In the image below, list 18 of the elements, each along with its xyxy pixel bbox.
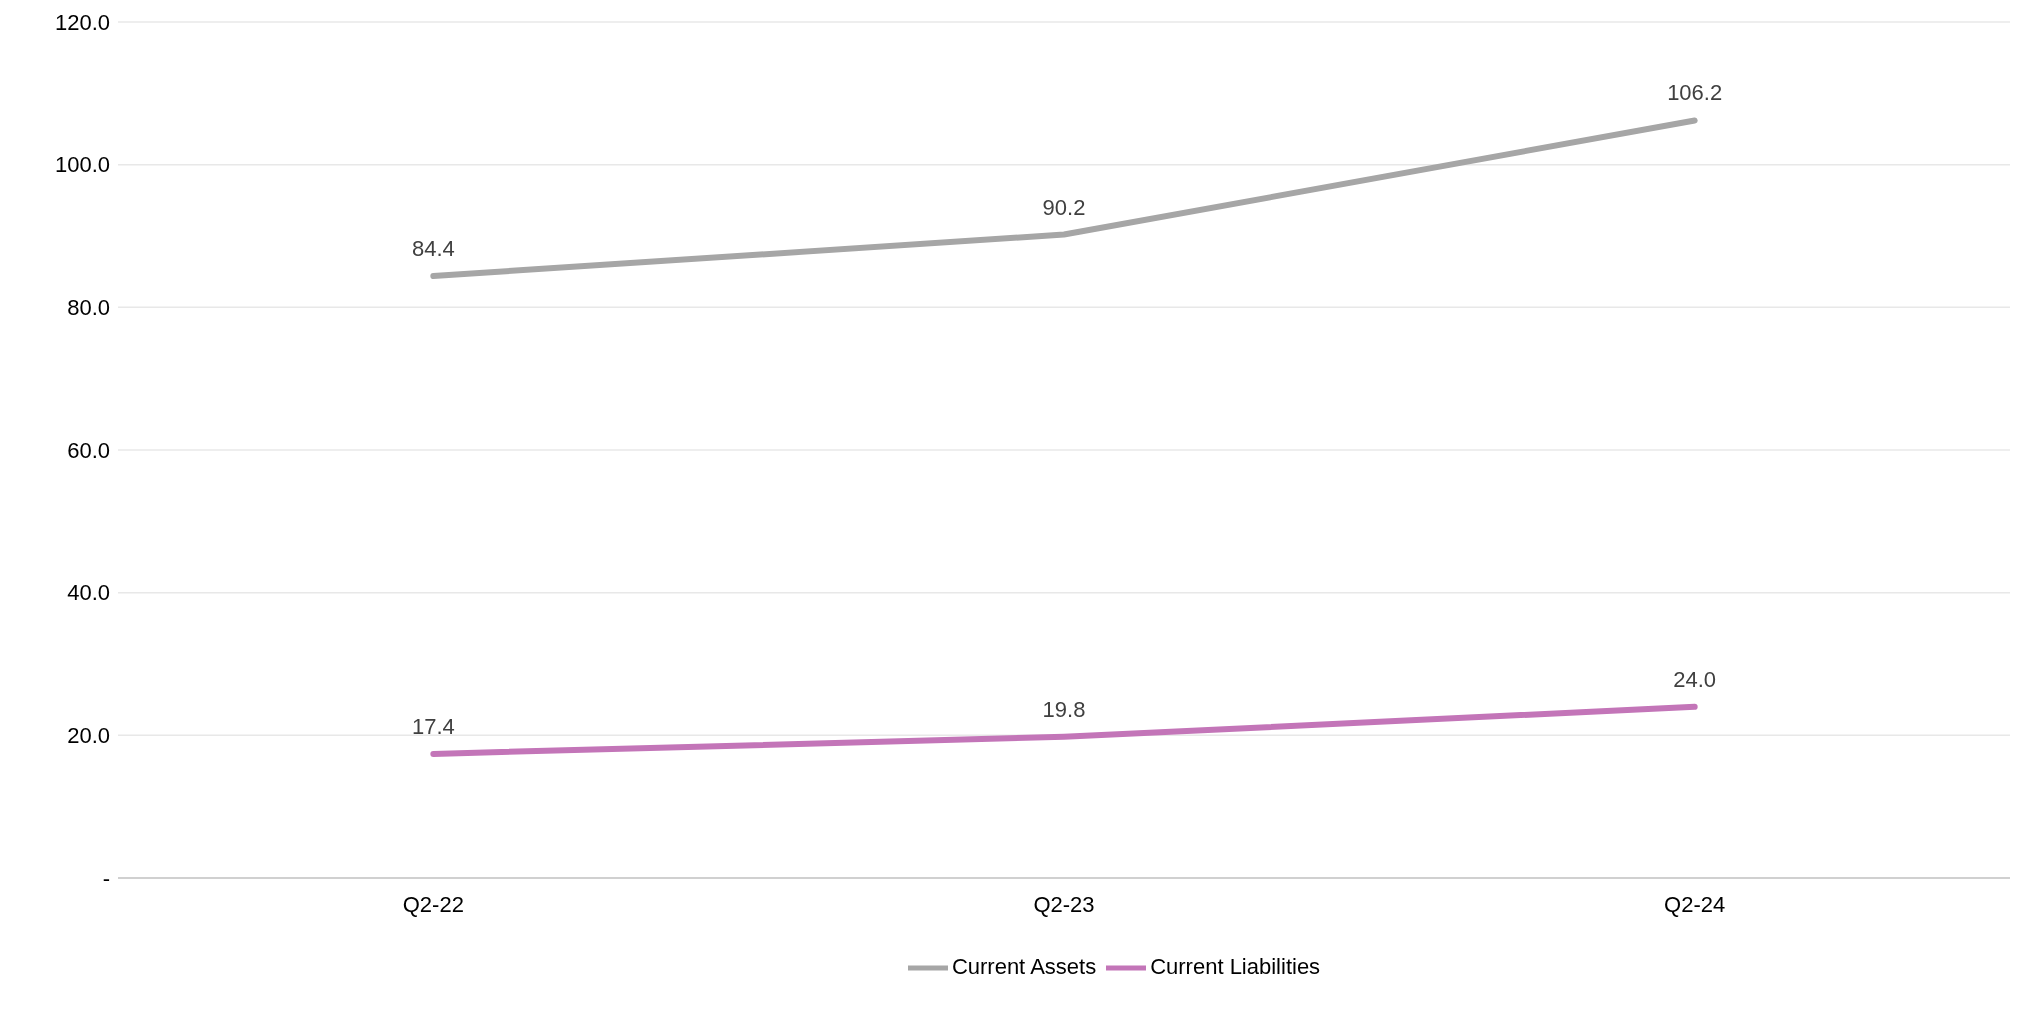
y-tick-label: 40.0 (67, 580, 110, 606)
x-tick-label: Q2-24 (1664, 891, 1726, 917)
data-label: 84.4 (411, 235, 455, 261)
legend-label: Current Liabilities (1150, 953, 1321, 979)
data-label: 19.8 (1042, 696, 1086, 722)
y-tick-label: 60.0 (67, 437, 110, 463)
data-label: 106.2 (1667, 80, 1723, 106)
y-tick-label: 20.0 (67, 723, 110, 749)
y-tick-label: 100.0 (54, 152, 110, 178)
data-label: 24.0 (1673, 666, 1717, 692)
y-tick-label: 80.0 (67, 295, 110, 321)
y-tick-label: 120.0 (54, 9, 110, 35)
data-label: 90.2 (1042, 194, 1086, 220)
legend-label: Current Assets (951, 953, 1097, 979)
data-label: 17.4 (411, 713, 455, 739)
x-tick-label: Q2-23 (1033, 891, 1095, 917)
y-tick-label: - (102, 865, 110, 891)
x-tick-label: Q2-22 (402, 891, 464, 917)
